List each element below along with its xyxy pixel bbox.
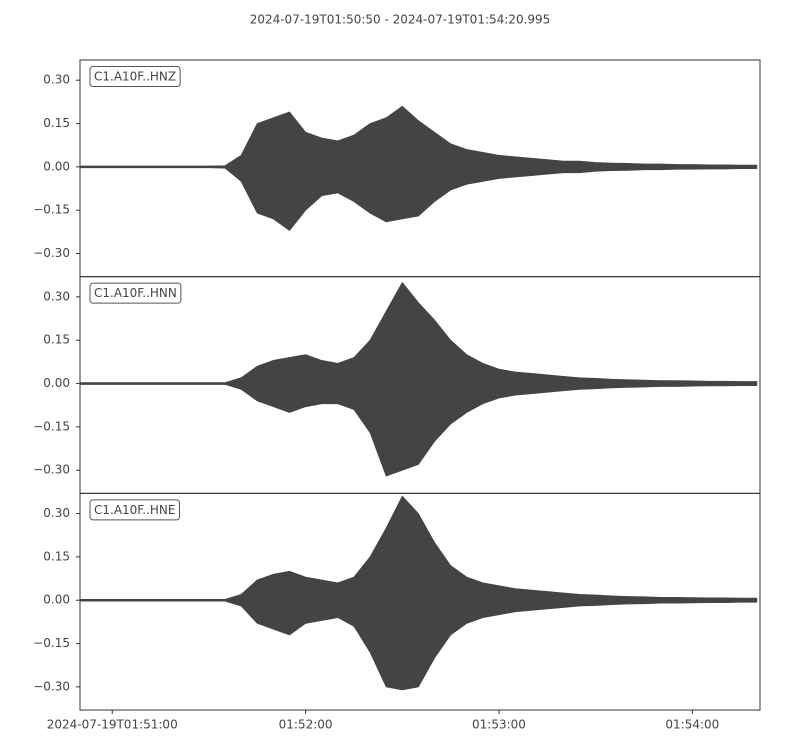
trace-label-box [89,66,181,87]
y-tick-label: −0.15 [33,636,70,650]
y-tick-label: 0.15 [43,116,70,130]
waveform-upper [79,105,758,168]
y-tick-label: −0.15 [33,203,70,217]
y-tick-label: 0.00 [43,593,70,607]
y-tick-label: 0.00 [43,159,70,173]
y-tick-label: −0.30 [33,463,70,477]
chart-title: 2024-07-19T01:50:50 - 2024-07-19T01:54:2… [250,13,551,27]
x-tick-label: 01:52:00 [279,718,333,732]
y-tick-label: 0.30 [43,73,70,87]
panel-frame [79,492,761,711]
x-tick-label: 01:54:00 [665,718,719,732]
waveform-upper [79,281,758,384]
trace-label: C1.A10F..HNN [94,286,177,300]
y-tick-label: −0.15 [33,419,70,433]
trace-label-box [89,282,182,304]
trace-label: C1.A10F..HNE [94,503,176,517]
y-tick-label: 0.30 [43,289,70,303]
trace-label-box [89,499,180,521]
x-tick-label: 2024-07-19T01:51:00 [47,718,178,732]
y-tick-label: 0.00 [43,376,70,390]
y-tick-label: 0.15 [43,333,70,347]
waveform-lower [79,166,758,231]
y-tick-label: −0.30 [33,246,70,260]
trace-label: C1.A10F..HNZ [94,70,176,84]
waveform-lower [79,599,758,691]
y-tick-label: −0.30 [33,679,70,693]
y-tick-label: 0.30 [43,506,70,520]
y-tick-label: 0.15 [43,549,70,563]
waveform-lower [79,383,758,477]
x-tick-label: 01:53:00 [472,718,526,732]
waveform-upper [79,495,758,601]
